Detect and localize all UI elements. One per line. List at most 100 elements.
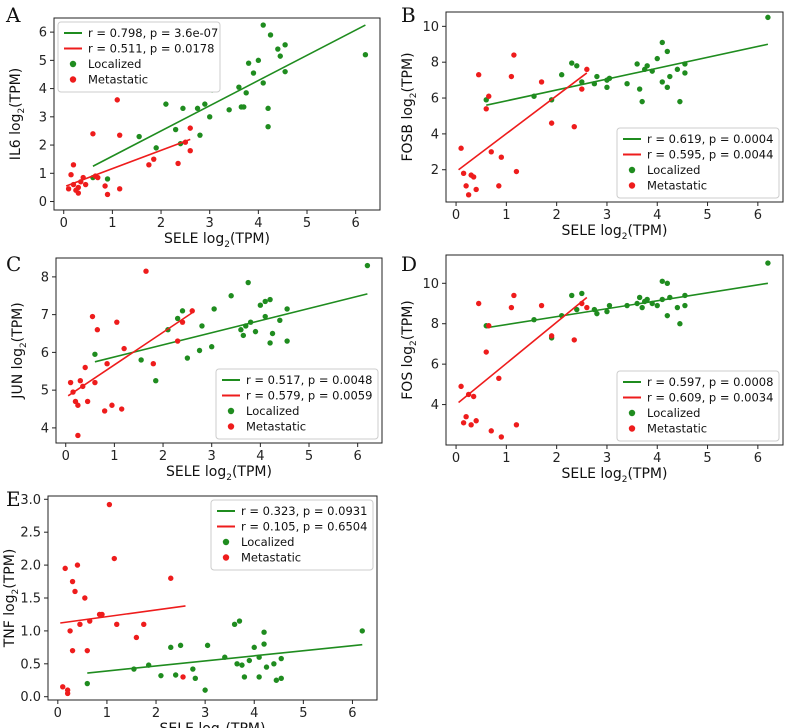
metastatic-point [150, 361, 157, 367]
localized-point [765, 260, 771, 266]
localized-point [180, 105, 186, 112]
legend-label: Localized [88, 57, 141, 71]
localized-point [273, 677, 280, 683]
localized-point [251, 644, 257, 651]
x-tick-label: 5 [299, 706, 307, 721]
x-tick-label: 6 [352, 216, 360, 231]
metastatic-point [74, 562, 81, 568]
metastatic-point [486, 323, 492, 329]
localized-point [639, 304, 645, 311]
metastatic-point [118, 406, 125, 412]
legend-label: r = 0.105, p = 0.6504 [241, 520, 367, 534]
localized-point [636, 294, 643, 301]
y-tick-label: 0.0 [20, 690, 41, 705]
panel-letter: E [6, 487, 21, 511]
localized-point [241, 674, 248, 680]
metastatic-point [62, 565, 68, 572]
metastatic-point [463, 414, 469, 420]
legend-label: r = 0.597, p = 0.0008 [647, 375, 773, 389]
y-tick-label: 2 [431, 163, 439, 178]
localized-point [260, 22, 266, 28]
x-tick-label: 1 [108, 216, 116, 231]
localized-point [664, 84, 671, 90]
metastatic-point [141, 621, 147, 628]
x-axis-unit: (TPM) [627, 466, 667, 482]
x-axis-gene: SELE log [164, 231, 224, 247]
localized-point [282, 42, 288, 48]
metastatic-point [75, 432, 81, 439]
legend-label: r = 0.323, p = 0.0931 [241, 504, 367, 518]
legend: r = 0.517, p = 0.0048 r = 0.579, p = 0.00… [215, 368, 379, 440]
localized-point [136, 133, 142, 140]
localized-point [207, 114, 213, 120]
localized-point [765, 14, 771, 21]
localized-point [202, 101, 208, 107]
metastatic-point [94, 327, 101, 333]
legend-label: Metastatic [88, 73, 148, 87]
localized-point [261, 629, 267, 635]
localized-point [624, 80, 630, 87]
localized-point [241, 104, 247, 110]
metastatic-point [470, 174, 477, 180]
localized-point [359, 628, 365, 634]
legend-box [616, 370, 780, 442]
x-tick-label: 1 [103, 706, 111, 721]
legend-label: Metastatic [647, 179, 707, 193]
x-axis-sub: 2 [224, 240, 230, 250]
metastatic-point [77, 621, 83, 628]
localized-point [606, 302, 613, 309]
x-tick-label: 4 [653, 208, 661, 223]
metastatic-point [60, 684, 66, 690]
metastatic-point [488, 149, 494, 155]
localized-point [569, 292, 575, 299]
x-tick-label: 5 [703, 208, 711, 223]
localized-point [364, 262, 371, 269]
localized-point [284, 338, 290, 344]
metastatic-point [106, 501, 113, 508]
localized-fit-line [486, 43, 769, 106]
metastatic-point [109, 402, 115, 408]
metastatic-point [111, 555, 117, 562]
localized-point [278, 675, 284, 681]
y-tick-label: 8 [431, 56, 439, 71]
legend-label: r = 0.517, p = 0.0048 [246, 373, 372, 387]
y-tick-label: 10 [422, 20, 439, 35]
metastatic-point [175, 160, 181, 167]
metastatic-point [70, 162, 77, 168]
y-axis-gene: JUN log [10, 348, 26, 400]
x-tick-label: 2 [553, 208, 561, 223]
metastatic-point [90, 131, 96, 137]
metastatic-point [463, 183, 469, 189]
y-axis-unit: (TPM) [2, 549, 18, 589]
localized-point [674, 304, 681, 311]
localized-point [246, 657, 253, 664]
localized-point [209, 344, 215, 350]
localized-point [267, 32, 274, 38]
metastatic-point [584, 304, 590, 311]
x-axis-unit: (TPM) [225, 721, 265, 728]
localized-point [262, 313, 268, 320]
localized-point [569, 60, 575, 66]
localized-point [664, 312, 671, 319]
x-axis-unit: (TPM) [230, 231, 270, 247]
metastatic-point [538, 79, 545, 85]
metastatic-point [460, 420, 467, 426]
localized-point [252, 328, 259, 335]
localized-point [158, 672, 164, 679]
metastatic-point [189, 308, 195, 314]
legend-label: r = 0.579, p = 0.0059 [246, 389, 372, 403]
localized-point [636, 86, 643, 92]
y-axis-sub: 2 [409, 92, 419, 98]
metastatic-point [468, 422, 474, 428]
legend-label: Metastatic [241, 551, 301, 565]
localized-point [263, 664, 270, 670]
y-axis-label: FOS log2(TPM) [400, 300, 419, 400]
localized-point [265, 105, 271, 112]
plot-frame [55, 257, 383, 444]
legend: r = 0.597, p = 0.0008 r = 0.609, p = 0.00… [616, 370, 780, 442]
localized-point [654, 55, 660, 62]
metastatic-point [104, 191, 111, 198]
